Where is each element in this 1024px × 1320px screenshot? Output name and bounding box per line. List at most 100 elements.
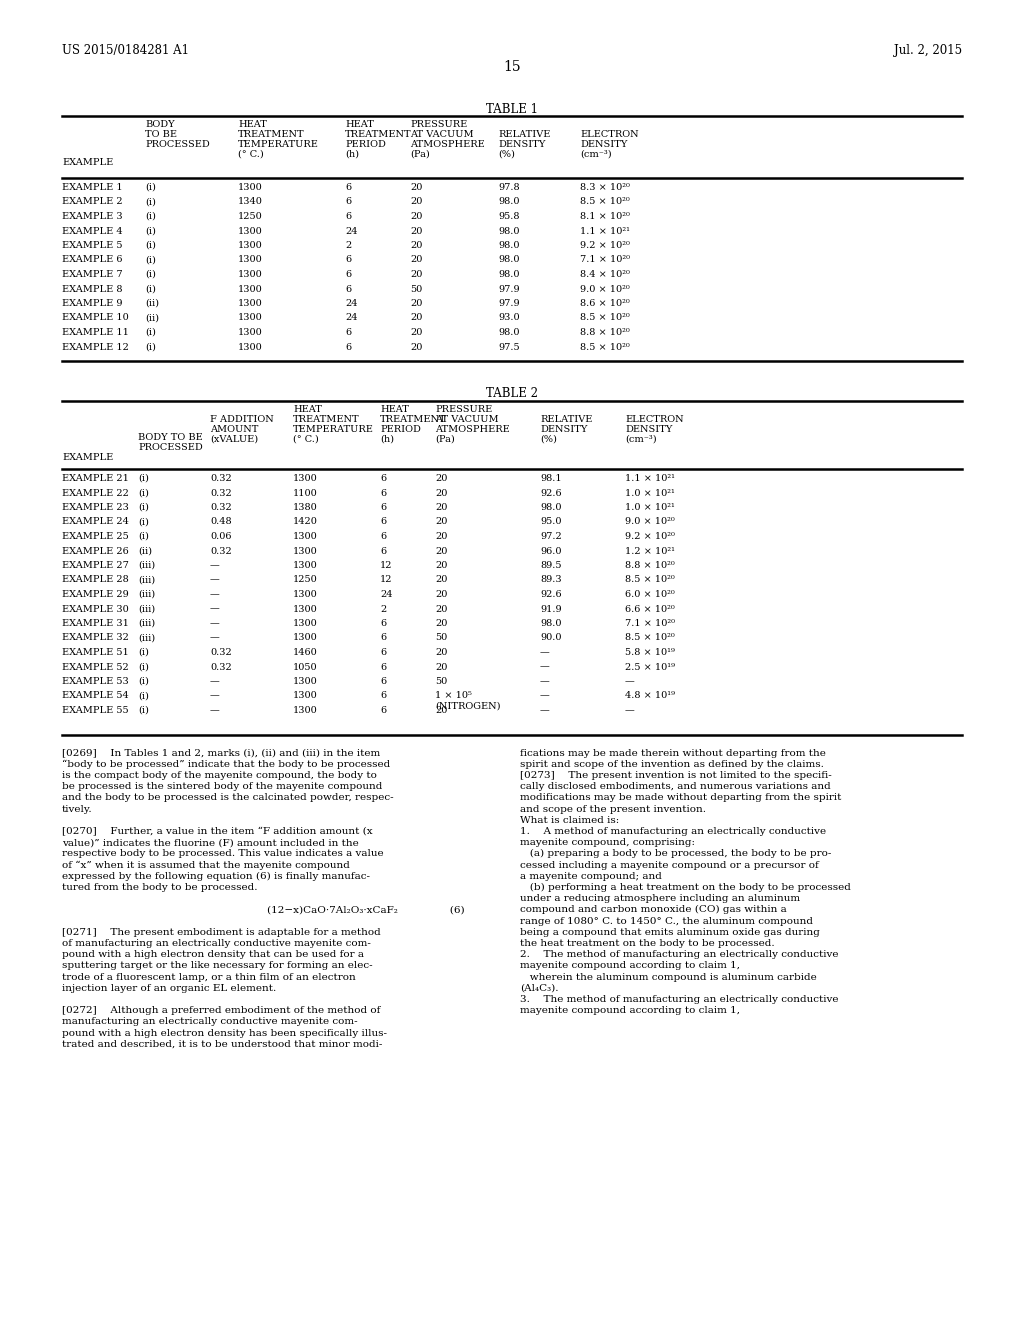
Text: EXAMPLE 11: EXAMPLE 11: [62, 327, 129, 337]
Text: 93.0: 93.0: [498, 314, 519, 322]
Text: 1300: 1300: [293, 677, 317, 686]
Text: PERIOD: PERIOD: [380, 425, 421, 434]
Text: 89.3: 89.3: [540, 576, 561, 585]
Text: (a) preparing a body to be processed, the body to be pro-: (a) preparing a body to be processed, th…: [520, 849, 831, 858]
Text: 8.5 × 10²⁰: 8.5 × 10²⁰: [580, 314, 630, 322]
Text: —: —: [540, 648, 550, 657]
Text: TABLE 2: TABLE 2: [486, 387, 538, 400]
Text: 1300: 1300: [238, 183, 263, 191]
Text: (Pa): (Pa): [410, 150, 430, 158]
Text: 92.6: 92.6: [540, 590, 561, 599]
Text: 2: 2: [345, 242, 351, 249]
Text: EXAMPLE 52: EXAMPLE 52: [62, 663, 129, 672]
Text: (i): (i): [138, 488, 148, 498]
Text: EXAMPLE 9: EXAMPLE 9: [62, 300, 123, 308]
Text: 98.0: 98.0: [498, 227, 519, 235]
Text: BODY: BODY: [145, 120, 175, 129]
Text: cessed including a mayenite compound or a precursor of: cessed including a mayenite compound or …: [520, 861, 819, 870]
Text: (i): (i): [145, 256, 156, 264]
Text: (%): (%): [540, 436, 557, 444]
Text: 1.0 × 10²¹: 1.0 × 10²¹: [625, 488, 675, 498]
Text: 1420: 1420: [293, 517, 317, 527]
Text: DENSITY: DENSITY: [580, 140, 628, 149]
Text: 8.3 × 10²⁰: 8.3 × 10²⁰: [580, 183, 630, 191]
Text: 98.0: 98.0: [498, 198, 519, 206]
Text: 98.0: 98.0: [498, 327, 519, 337]
Text: 8.1 × 10²⁰: 8.1 × 10²⁰: [580, 213, 630, 220]
Text: range of 1080° C. to 1450° C., the aluminum compound: range of 1080° C. to 1450° C., the alumi…: [520, 916, 813, 925]
Text: 6.0 × 10²⁰: 6.0 × 10²⁰: [625, 590, 675, 599]
Text: (iii): (iii): [138, 590, 155, 599]
Text: —: —: [210, 619, 220, 628]
Text: EXAMPLE 21: EXAMPLE 21: [62, 474, 129, 483]
Text: (i): (i): [138, 503, 148, 512]
Text: —: —: [210, 634, 220, 643]
Text: 6: 6: [345, 256, 351, 264]
Text: 0.32: 0.32: [210, 488, 231, 498]
Text: (i): (i): [145, 242, 156, 249]
Text: —: —: [540, 692, 550, 701]
Text: wherein the aluminum compound is aluminum carbide: wherein the aluminum compound is aluminu…: [520, 973, 817, 982]
Text: tured from the body to be processed.: tured from the body to be processed.: [62, 883, 257, 892]
Text: a mayenite compound; and: a mayenite compound; and: [520, 871, 662, 880]
Text: 20: 20: [435, 663, 447, 672]
Text: (° C.): (° C.): [238, 150, 264, 158]
Text: (12−x)CaO·7Al₂O₃·xCaF₂     (6): (12−x)CaO·7Al₂O₃·xCaF₂ (6): [267, 906, 465, 915]
Text: F ADDITION: F ADDITION: [210, 414, 273, 424]
Text: is the compact body of the mayenite compound, the body to: is the compact body of the mayenite comp…: [62, 771, 377, 780]
Text: 1100: 1100: [293, 488, 317, 498]
Text: 8.5 × 10²⁰: 8.5 × 10²⁰: [625, 576, 675, 585]
Text: (iii): (iii): [138, 561, 155, 570]
Text: 6: 6: [345, 198, 351, 206]
Text: (i): (i): [145, 183, 156, 191]
Text: 98.0: 98.0: [498, 242, 519, 249]
Text: EXAMPLE 55: EXAMPLE 55: [62, 706, 129, 715]
Text: (i): (i): [138, 648, 148, 657]
Text: 6: 6: [345, 213, 351, 220]
Text: 6: 6: [345, 342, 351, 351]
Text: of “x” when it is assumed that the mayenite compound: of “x” when it is assumed that the mayen…: [62, 861, 350, 870]
Text: (i): (i): [145, 198, 156, 206]
Text: 97.2: 97.2: [540, 532, 562, 541]
Text: 8.8 × 10²⁰: 8.8 × 10²⁰: [625, 561, 675, 570]
Text: 2.5 × 10¹⁹: 2.5 × 10¹⁹: [625, 663, 675, 672]
Text: 20: 20: [410, 327, 422, 337]
Text: 8.4 × 10²⁰: 8.4 × 10²⁰: [580, 271, 630, 279]
Text: pound with a high electron density has been specifically illus-: pound with a high electron density has b…: [62, 1028, 387, 1038]
Text: 95.0: 95.0: [540, 517, 561, 527]
Text: 0.48: 0.48: [210, 517, 231, 527]
Text: tively.: tively.: [62, 804, 92, 813]
Text: PROCESSED: PROCESSED: [138, 444, 203, 451]
Text: 1300: 1300: [238, 300, 263, 308]
Text: 1250: 1250: [293, 576, 317, 585]
Text: 6: 6: [380, 546, 386, 556]
Text: (iii): (iii): [138, 576, 155, 585]
Text: What is claimed is:: What is claimed is:: [520, 816, 620, 825]
Text: 2.  The method of manufacturing an electrically conductive: 2. The method of manufacturing an electr…: [520, 950, 839, 960]
Text: —: —: [540, 677, 550, 686]
Text: —: —: [210, 576, 220, 585]
Text: (cm⁻³): (cm⁻³): [580, 150, 611, 158]
Text: 9.0 × 10²⁰: 9.0 × 10²⁰: [625, 517, 675, 527]
Text: 2: 2: [380, 605, 386, 614]
Text: 20: 20: [410, 256, 422, 264]
Text: 20: 20: [410, 271, 422, 279]
Text: 0.32: 0.32: [210, 648, 231, 657]
Text: 20: 20: [410, 227, 422, 235]
Text: EXAMPLE 26: EXAMPLE 26: [62, 546, 129, 556]
Text: 1.  A method of manufacturing an electrically conductive: 1. A method of manufacturing an electric…: [520, 826, 826, 836]
Text: 97.8: 97.8: [498, 183, 519, 191]
Text: 1300: 1300: [238, 242, 263, 249]
Text: TREATMENT: TREATMENT: [293, 414, 359, 424]
Text: US 2015/0184281 A1: US 2015/0184281 A1: [62, 44, 189, 57]
Text: 6: 6: [380, 503, 386, 512]
Text: compound and carbon monoxide (CO) gas within a: compound and carbon monoxide (CO) gas wi…: [520, 906, 786, 915]
Text: 20: 20: [410, 314, 422, 322]
Text: 6: 6: [345, 183, 351, 191]
Text: 6: 6: [380, 648, 386, 657]
Text: 1300: 1300: [238, 342, 263, 351]
Text: of manufacturing an electrically conductive mayenite com-: of manufacturing an electrically conduct…: [62, 939, 371, 948]
Text: 1300: 1300: [293, 474, 317, 483]
Text: expressed by the following equation (6) is finally manufac-: expressed by the following equation (6) …: [62, 871, 370, 880]
Text: 92.6: 92.6: [540, 488, 561, 498]
